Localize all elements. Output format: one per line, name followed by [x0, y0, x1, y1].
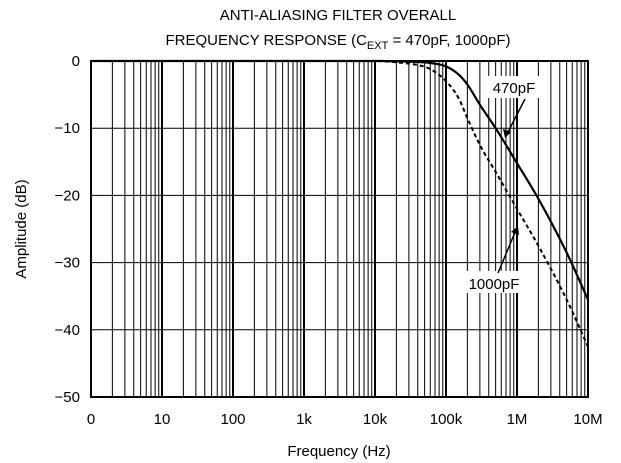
- series-labels: 470pF 1000pF: [460, 76, 544, 293]
- y-tick-label: −20: [55, 187, 80, 204]
- series-label-1000pf: 1000pF: [469, 276, 520, 293]
- plot-frame: [90, 60, 589, 398]
- pointer-470pf: [506, 98, 526, 135]
- x-tick-label: 1k: [296, 411, 312, 428]
- x-tick-label: 10: [154, 411, 171, 428]
- chart-title-line1: ANTI-ALIASING FILTER OVERALL: [220, 7, 456, 24]
- x-tick-labels: 0 10 100 1k 10k 100k 1M 10M: [87, 411, 603, 428]
- pointer-1000pf: [497, 229, 517, 274]
- x-tick-label: 1M: [507, 411, 528, 428]
- y-axis-label: Amplitude (dB): [13, 179, 30, 278]
- x-tick-label: 100: [220, 411, 245, 428]
- y-tick-label: −50: [55, 389, 80, 406]
- arrowhead-470pf: [503, 129, 511, 138]
- y-tick-label: −30: [55, 255, 80, 272]
- grid: [91, 61, 588, 397]
- chart-title-line2: FREQUENCY RESPONSE (CEXT = 470pF, 1000pF…: [165, 32, 510, 52]
- y-tick-label: −40: [55, 322, 80, 339]
- series-label-470pf: 470pF: [493, 80, 536, 97]
- x-axis-label: Frequency (Hz): [287, 443, 390, 460]
- arrowhead-1000pf: [511, 226, 519, 235]
- x-tick-label: 10M: [573, 411, 602, 428]
- y-tick-label: 0: [72, 53, 80, 70]
- x-tick-label: 0: [87, 411, 95, 428]
- x-tick-label: 10k: [363, 411, 388, 428]
- y-tick-label: −10: [55, 120, 80, 137]
- y-tick-labels: 0 −10 −20 −30 −40 −50: [55, 53, 80, 406]
- x-tick-label: 100k: [430, 411, 463, 428]
